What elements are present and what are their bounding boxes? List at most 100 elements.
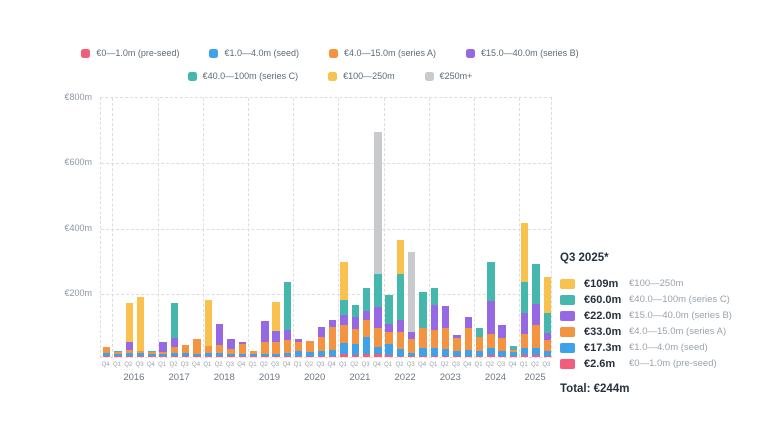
bar-Q2-14[interactable] bbox=[259, 321, 270, 357]
bar-Q3-19[interactable] bbox=[316, 327, 327, 357]
bar-segment-series_b[interactable] bbox=[215, 324, 224, 346]
bar-segment-series_b[interactable] bbox=[408, 331, 416, 340]
bar-segment-seed[interactable] bbox=[182, 353, 190, 357]
bar-segment-series_c[interactable] bbox=[148, 350, 156, 352]
bar-segment-seed[interactable] bbox=[475, 350, 484, 357]
bar-segment-pre_seed[interactable] bbox=[521, 354, 529, 357]
legend-item-series_b[interactable]: €15.0—40.0m (series B) bbox=[466, 48, 579, 58]
bar-Q3-23[interactable] bbox=[361, 287, 372, 357]
bar-segment-series_a[interactable] bbox=[385, 331, 393, 344]
bar-segment-pre_seed[interactable] bbox=[532, 355, 540, 357]
bar-segment-seed[interactable] bbox=[159, 353, 167, 357]
bar-segment-seed[interactable] bbox=[453, 351, 461, 357]
bar-Q1-33[interactable] bbox=[474, 327, 485, 357]
bar-segment-series_a[interactable] bbox=[182, 344, 190, 354]
bar-segment-pre_seed[interactable] bbox=[148, 356, 156, 357]
bar-Q4-0[interactable] bbox=[101, 346, 112, 357]
bar-segment-seed[interactable] bbox=[193, 353, 201, 357]
bar-segment-m100_250[interactable] bbox=[521, 223, 529, 282]
bar-Q3-39[interactable] bbox=[542, 277, 553, 357]
bar-segment-series_a[interactable] bbox=[227, 348, 235, 354]
bar-Q1-25[interactable] bbox=[384, 295, 395, 357]
bar-segment-pre_seed[interactable] bbox=[204, 356, 213, 357]
bar-segment-seed[interactable] bbox=[204, 353, 213, 357]
bar-segment-seed[interactable] bbox=[125, 352, 133, 357]
bar-Q4-24[interactable] bbox=[372, 131, 383, 357]
bar-segment-series_b[interactable] bbox=[543, 332, 552, 340]
bar-segment-seed[interactable] bbox=[374, 347, 382, 355]
bar-Q2-10[interactable] bbox=[214, 324, 225, 357]
bar-segment-pre_seed[interactable] bbox=[408, 356, 416, 357]
bar-segment-seed[interactable] bbox=[396, 348, 405, 356]
bar-segment-seed[interactable] bbox=[543, 350, 552, 357]
bar-Q1-13[interactable] bbox=[248, 350, 259, 357]
bar-segment-seed[interactable] bbox=[464, 349, 472, 357]
bar-segment-pre_seed[interactable] bbox=[295, 356, 303, 357]
bar-segment-series_c[interactable] bbox=[362, 287, 371, 311]
bar-segment-series_b[interactable] bbox=[362, 310, 371, 321]
bar-segment-series_b[interactable] bbox=[283, 330, 292, 341]
bar-Q1-37[interactable] bbox=[519, 223, 530, 357]
bar-segment-series_a[interactable] bbox=[340, 324, 348, 343]
bar-Q4-4[interactable] bbox=[146, 350, 157, 357]
bar-segment-series_c[interactable] bbox=[509, 345, 518, 350]
bar-segment-series_b[interactable] bbox=[464, 316, 472, 329]
bar-segment-pre_seed[interactable] bbox=[215, 356, 224, 357]
bar-segment-series_a[interactable] bbox=[441, 328, 450, 349]
bar-segment-series_a[interactable] bbox=[362, 320, 371, 338]
bar-segment-series_a[interactable] bbox=[430, 329, 439, 348]
bar-segment-series_a[interactable] bbox=[396, 331, 405, 349]
bar-segment-m250_plus[interactable] bbox=[408, 251, 416, 332]
bar-segment-pre_seed[interactable] bbox=[249, 356, 258, 357]
bar-segment-series_c[interactable] bbox=[340, 299, 348, 315]
bar-segment-pre_seed[interactable] bbox=[351, 355, 359, 357]
bar-segment-m100_250[interactable] bbox=[125, 303, 133, 343]
bar-segment-series_c[interactable] bbox=[385, 295, 393, 325]
bar-segment-pre_seed[interactable] bbox=[159, 356, 167, 357]
bar-Q4-36[interactable] bbox=[508, 345, 519, 357]
bar-segment-seed[interactable] bbox=[340, 342, 348, 355]
bar-segment-series_c[interactable] bbox=[430, 287, 439, 306]
bar-segment-series_a[interactable] bbox=[148, 351, 156, 354]
bar-Q4-8[interactable] bbox=[191, 339, 202, 357]
bar-segment-seed[interactable] bbox=[170, 352, 179, 357]
bar-segment-series_b[interactable] bbox=[340, 314, 348, 325]
bar-segment-series_a[interactable] bbox=[170, 347, 179, 353]
bar-segment-series_b[interactable] bbox=[430, 305, 439, 330]
bar-segment-series_b[interactable] bbox=[227, 339, 235, 349]
bar-segment-series_c[interactable] bbox=[419, 292, 427, 328]
bar-Q2-2[interactable] bbox=[124, 303, 135, 357]
bar-segment-pre_seed[interactable] bbox=[102, 356, 111, 357]
bar-Q1-1[interactable] bbox=[112, 350, 123, 357]
bar-segment-pre_seed[interactable] bbox=[543, 356, 552, 357]
bar-segment-series_a[interactable] bbox=[136, 350, 145, 354]
bar-Q2-38[interactable] bbox=[530, 264, 541, 357]
bar-segment-series_a[interactable] bbox=[295, 342, 303, 352]
bar-segment-seed[interactable] bbox=[227, 353, 235, 357]
bar-segment-seed[interactable] bbox=[430, 347, 439, 356]
bar-segment-seed[interactable] bbox=[317, 351, 326, 357]
bar-segment-pre_seed[interactable] bbox=[487, 355, 495, 357]
bar-segment-seed[interactable] bbox=[148, 353, 156, 357]
bar-segment-pre_seed[interactable] bbox=[136, 356, 145, 357]
bar-segment-pre_seed[interactable] bbox=[114, 356, 122, 357]
bar-segment-seed[interactable] bbox=[215, 353, 224, 357]
bar-segment-pre_seed[interactable] bbox=[509, 356, 518, 357]
bar-segment-series_a[interactable] bbox=[408, 339, 416, 353]
bar-segment-pre_seed[interactable] bbox=[283, 356, 292, 357]
bar-segment-pre_seed[interactable] bbox=[385, 355, 393, 357]
bar-segment-series_b[interactable] bbox=[351, 317, 359, 329]
bar-segment-pre_seed[interactable] bbox=[430, 355, 439, 357]
bar-segment-series_b[interactable] bbox=[498, 325, 506, 339]
bar-segment-series_b[interactable] bbox=[487, 300, 495, 334]
bar-Q3-7[interactable] bbox=[180, 344, 191, 357]
bar-segment-series_a[interactable] bbox=[249, 350, 258, 355]
bar-segment-pre_seed[interactable] bbox=[227, 356, 235, 357]
bar-segment-series_c[interactable] bbox=[475, 327, 484, 338]
bar-segment-pre_seed[interactable] bbox=[182, 356, 190, 357]
bar-segment-series_a[interactable] bbox=[419, 327, 427, 348]
bar-segment-series_c[interactable] bbox=[114, 350, 122, 353]
bar-segment-series_b[interactable] bbox=[261, 321, 269, 343]
bar-Q3-15[interactable] bbox=[271, 302, 282, 357]
bar-segment-series_b[interactable] bbox=[532, 303, 540, 326]
